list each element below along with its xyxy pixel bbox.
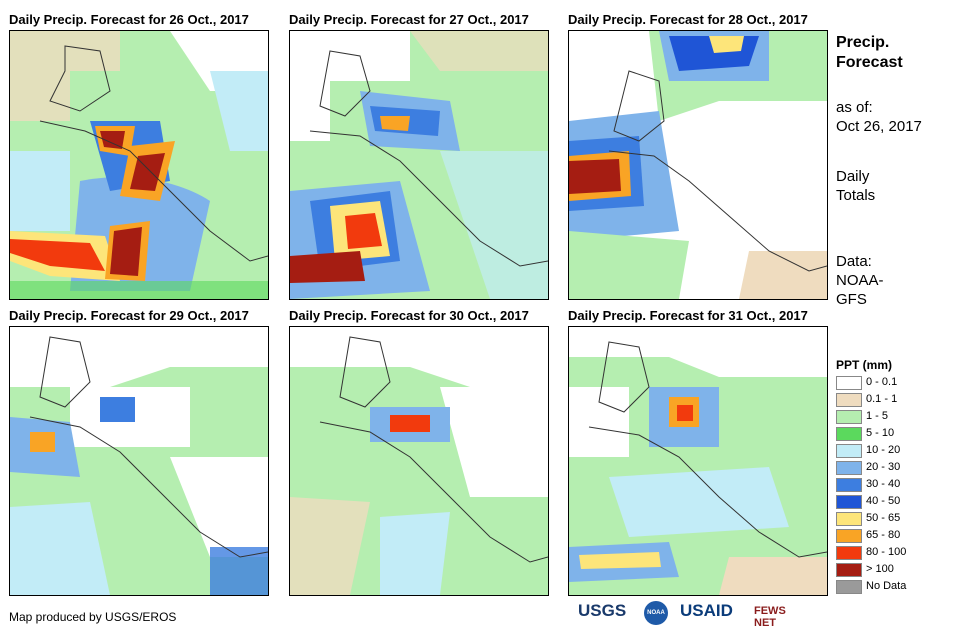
legend-swatch — [836, 512, 862, 526]
legend-label: 10 - 20 — [866, 444, 901, 456]
panel-title-30-oct: Daily Precip. Forecast for 30 Oct., 2017 — [289, 308, 529, 323]
precip-map-27-oct — [289, 30, 549, 300]
legend-swatch — [836, 461, 862, 475]
legend-label: 1 - 5 — [866, 410, 889, 422]
legend-label: No Data — [866, 580, 907, 592]
legend-swatch — [836, 444, 862, 458]
legend-swatch — [836, 563, 862, 577]
legend-label: 20 - 30 — [866, 461, 901, 473]
legend-swatch — [836, 529, 862, 543]
legend-label: 40 - 50 — [866, 495, 901, 507]
panel-title-26-oct: Daily Precip. Forecast for 26 Oct., 2017 — [9, 12, 249, 27]
legend-swatch — [836, 410, 862, 424]
legend-swatch — [836, 495, 862, 509]
precip-map-26-oct — [9, 30, 269, 300]
sidebar-totals-line1: Daily — [836, 168, 870, 185]
sidebar-heading-line1: Precip. — [836, 34, 890, 51]
panel-title-31-oct: Daily Precip. Forecast for 31 Oct., 2017 — [568, 308, 808, 323]
sidebar-data-line2: NOAA- — [836, 272, 884, 289]
legend-label: 80 - 100 — [866, 546, 907, 558]
legend-title: PPT (mm) — [836, 358, 893, 372]
legend-label: > 100 — [866, 563, 894, 575]
map-credit: Map produced by USGS/EROS — [9, 610, 177, 624]
sidebar-data-line1: Data: — [836, 253, 872, 270]
sidebar-data-line3: GFS — [836, 291, 867, 308]
usaid-logo: USAID — [680, 601, 733, 620]
legend-label: 30 - 40 — [866, 478, 901, 490]
legend-swatch — [836, 393, 862, 407]
panel-title-27-oct: Daily Precip. Forecast for 27 Oct., 2017 — [289, 12, 529, 27]
sidebar-asof-date: Oct 26, 2017 — [836, 118, 922, 135]
legend-label: 0.1 - 1 — [866, 393, 898, 405]
legend-swatch — [836, 580, 862, 594]
precip-map-28-oct — [568, 30, 828, 300]
sidebar-asof-label: as of: — [836, 99, 873, 116]
legend-swatch — [836, 427, 862, 441]
legend-label: 50 - 65 — [866, 512, 901, 524]
legend-swatch — [836, 546, 862, 560]
noaa-logo: NOAA — [644, 601, 668, 625]
legend-label: 0 - 0.1 — [866, 376, 898, 388]
panel-title-28-oct: Daily Precip. Forecast for 28 Oct., 2017 — [568, 12, 808, 27]
sidebar-heading-line2: Forecast — [836, 54, 903, 71]
legend-swatch — [836, 376, 862, 390]
precip-map-31-oct — [568, 326, 828, 596]
legend-label: 5 - 10 — [866, 427, 895, 439]
precip-map-30-oct — [289, 326, 549, 596]
sidebar-totals-line2: Totals — [836, 187, 876, 204]
usgs-logo: USGS — [578, 601, 627, 620]
legend-swatch — [836, 478, 862, 492]
legend-label: 65 - 80 — [866, 529, 901, 541]
precip-map-29-oct — [9, 326, 269, 596]
panel-title-29-oct: Daily Precip. Forecast for 29 Oct., 2017 — [9, 308, 249, 323]
fews-net-logo: FEWS NET — [754, 605, 786, 629]
